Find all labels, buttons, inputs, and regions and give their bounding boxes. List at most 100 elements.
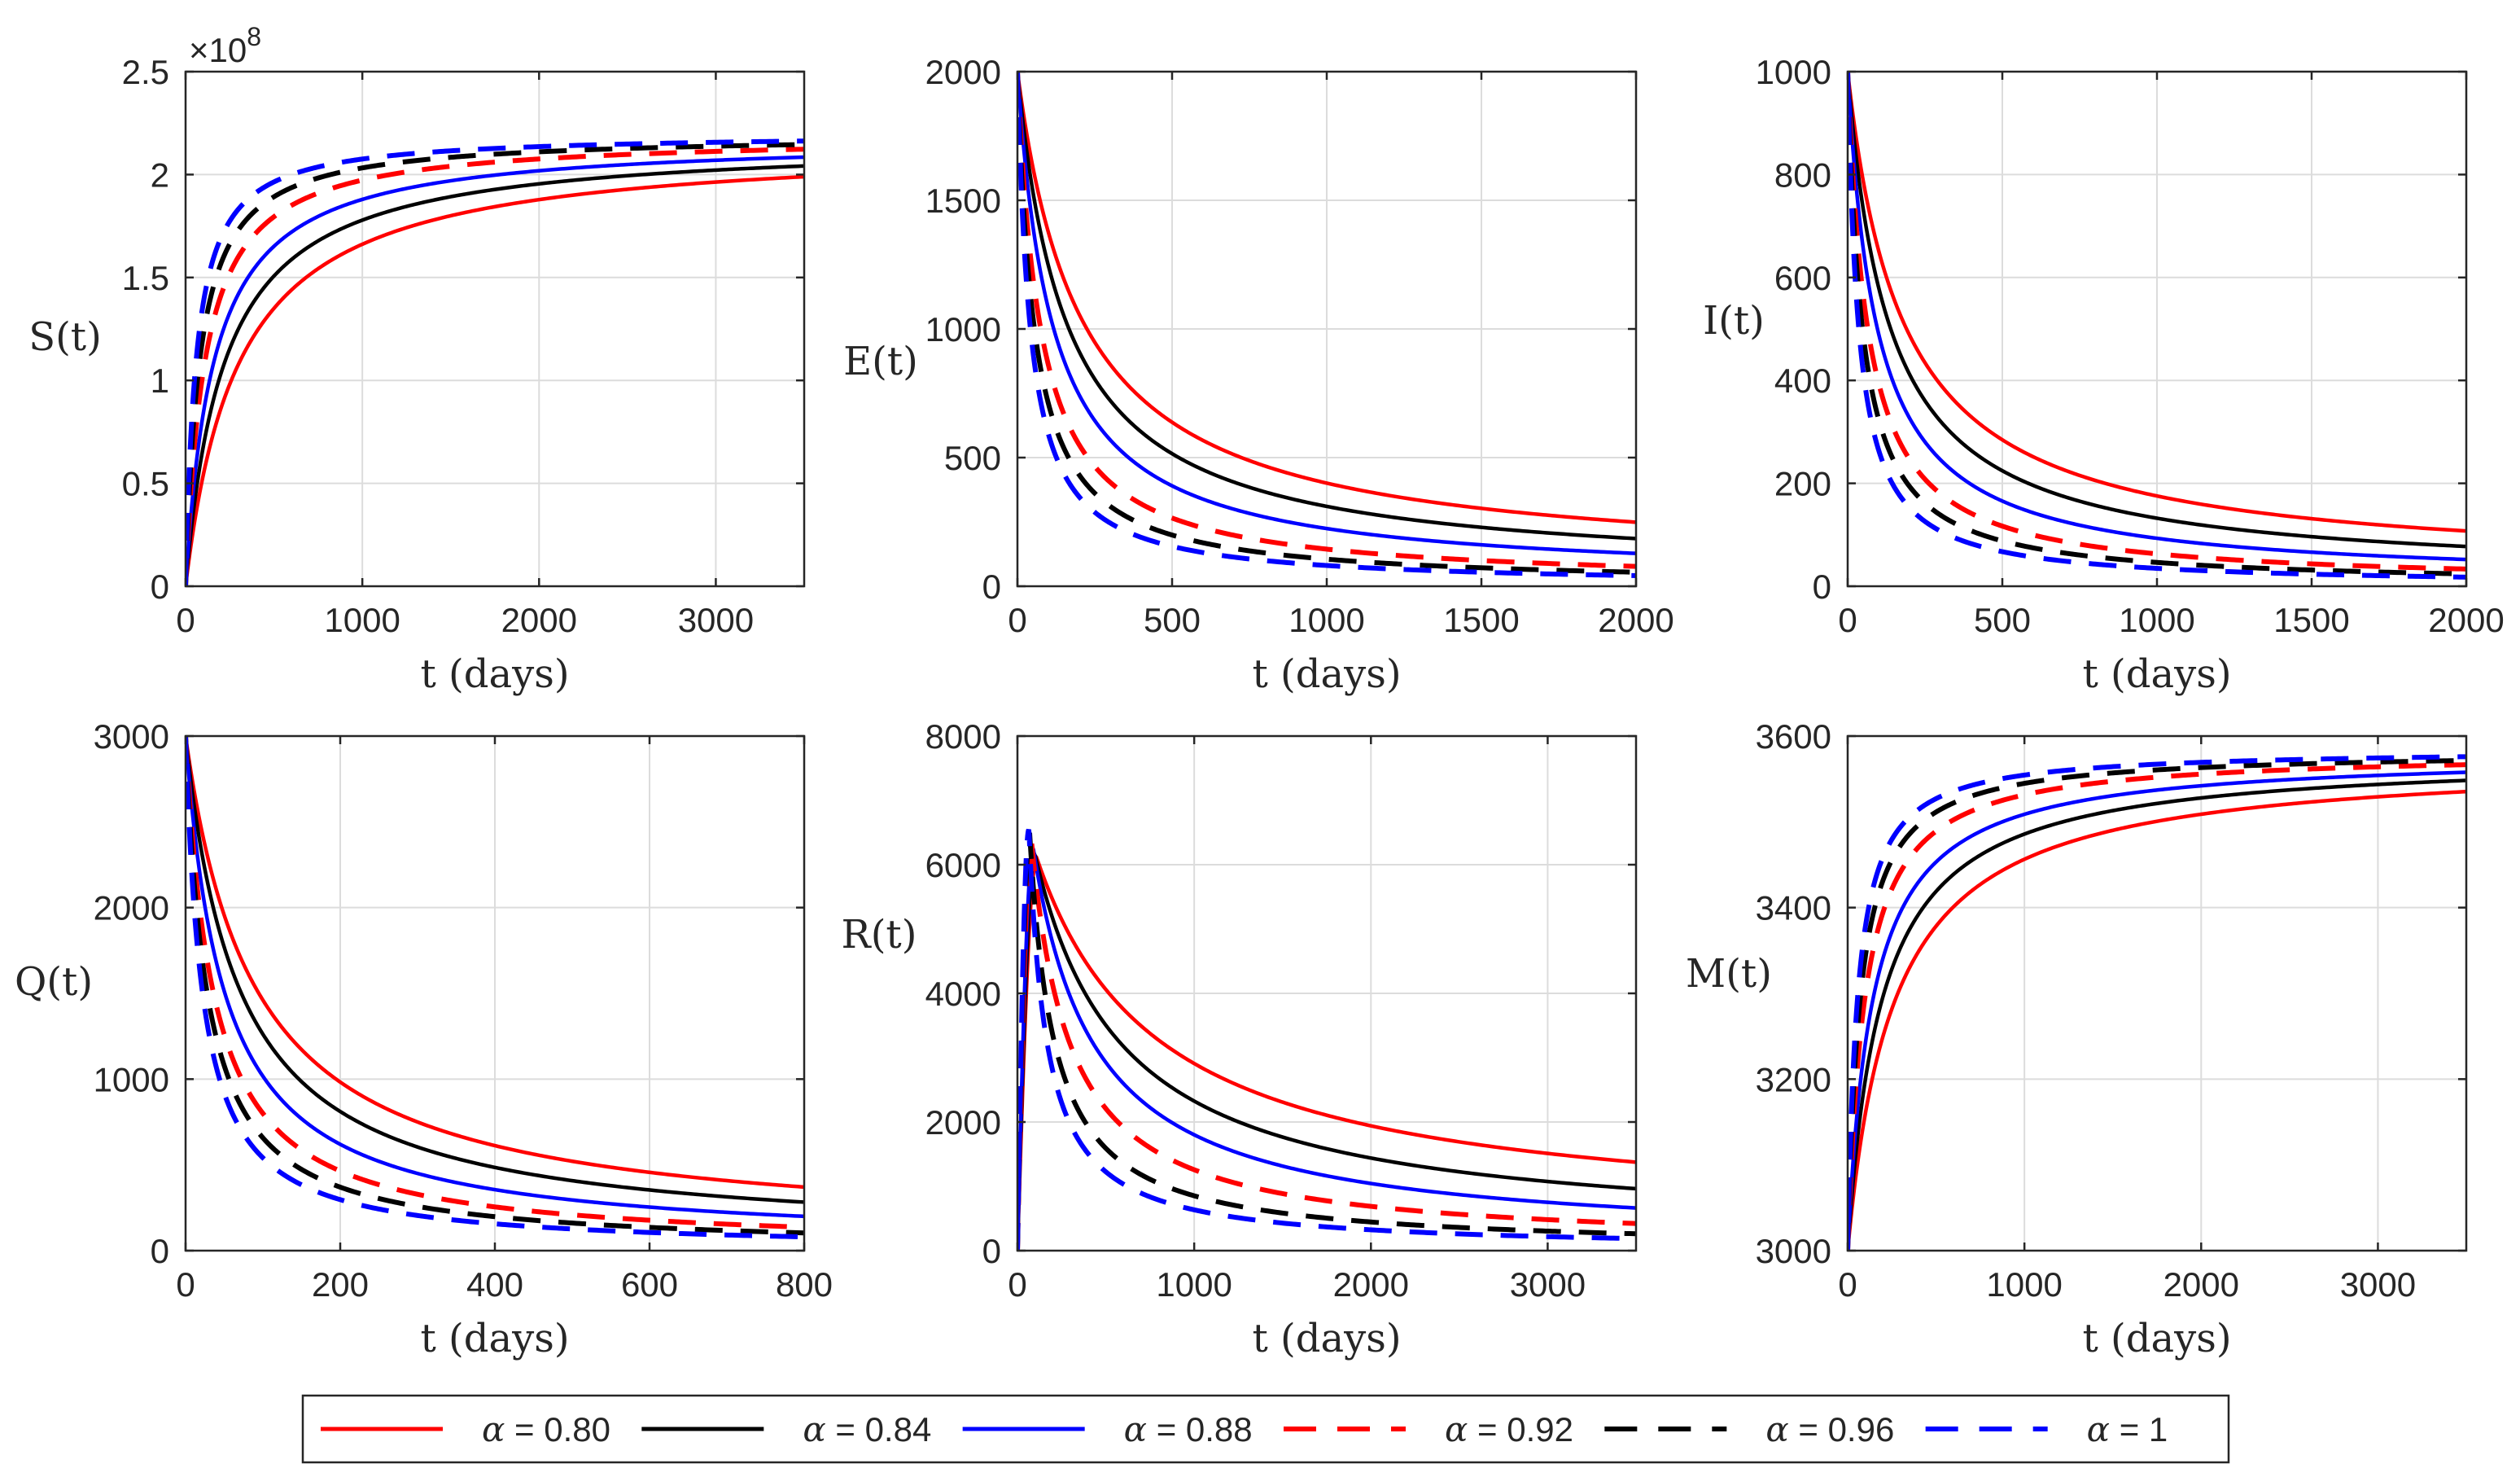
series-line-alpha-0.96	[1017, 72, 1636, 575]
y-tick-label: 2.5	[122, 53, 169, 91]
series-line-alpha-0.96	[186, 142, 804, 586]
x-tick-label: 1000	[1156, 1265, 1232, 1304]
y-tick-label: 4000	[925, 975, 1001, 1013]
y-tick-label: 1000	[94, 1060, 169, 1098]
series-line-alpha-0.92	[1017, 835, 1636, 1251]
series-line-alpha-1	[1017, 828, 1636, 1251]
series-line-alpha-0.96	[186, 736, 804, 1236]
y-tick-label: 0	[982, 568, 1001, 606]
legend-label: α = 1	[2087, 1409, 2168, 1449]
series-line-alpha-0.88	[1848, 770, 2466, 1251]
legend-label: α = 0.80	[482, 1409, 610, 1449]
series-line-alpha-1	[1017, 72, 1636, 578]
series-line-alpha-0.88	[186, 736, 804, 1219]
x-tick-label: 0	[1008, 601, 1026, 639]
series-line-alpha-0.96	[1848, 72, 2466, 576]
series-line-alpha-0.84	[186, 736, 804, 1204]
x-tick-label: 2000	[2163, 1265, 2239, 1304]
x-axis-label: t (days)	[2082, 651, 2231, 697]
legend-label: α = 0.84	[803, 1409, 931, 1449]
y-axis-label: Q(t)	[15, 959, 93, 1005]
y-tick-label: 2	[151, 156, 169, 194]
x-tick-label: 500	[1144, 601, 1201, 639]
x-tick-label: 0	[1838, 1265, 1857, 1304]
legend-item-alpha-0.96: α = 0.96	[1604, 1409, 1894, 1449]
y-tick-label: 500	[944, 439, 1001, 477]
y-tick-label: 0	[982, 1232, 1001, 1270]
series-line-alpha-1	[186, 138, 804, 586]
legend-item-alpha-0.88: α = 0.88	[962, 1409, 1253, 1449]
subplot-I: 0 500 1000 1500 2000 0 200 400 600 800 1000 t (days…	[1703, 53, 2505, 697]
series-line-alpha-0.88	[1017, 72, 1636, 555]
y-tick-label: 600	[1774, 259, 1831, 297]
x-tick-label: 400	[466, 1265, 523, 1304]
series-line-alpha-0.84	[1848, 778, 2466, 1251]
x-axis-label: t (days)	[2082, 1316, 2231, 1361]
legend-item-alpha-0.80: α = 0.80	[321, 1409, 610, 1449]
y-tick-label: 2000	[925, 1103, 1001, 1142]
x-tick-label: 2000	[501, 601, 577, 639]
legend: α = 0.80 α = 0.84 α = 0.88 α = 0.92 α = 0.96…	[301, 1394, 2230, 1464]
series-line-alpha-0.80	[186, 174, 804, 586]
y-tick-label: 3400	[1756, 889, 1831, 927]
legend-item-alpha-0.84: α = 0.84	[641, 1409, 931, 1449]
x-axis-label: t (days)	[1252, 1316, 1401, 1361]
y-tick-label: 800	[1774, 156, 1831, 194]
series-line-alpha-0.84	[1848, 72, 2466, 549]
y-tick-label: 3000	[94, 717, 169, 756]
plot-area	[1848, 736, 2466, 1251]
legend-item-alpha-1: α = 1	[1925, 1409, 2168, 1449]
x-axis-label: t (days)	[420, 1316, 569, 1361]
x-tick-label: 0	[176, 601, 195, 639]
x-tick-label: 0	[176, 1265, 195, 1304]
legend-label: α = 0.88	[1124, 1409, 1253, 1449]
x-tick-label: 2000	[1333, 1265, 1409, 1304]
x-tick-label: 2000	[1598, 601, 1673, 639]
x-axis-label: t (days)	[420, 651, 569, 697]
subplot-E: 0 500 1000 1500 2000 0 500 1000 1500 2000 t (days)…	[843, 53, 1674, 697]
x-tick-label: 3000	[1510, 1265, 1586, 1304]
x-tick-label: 1500	[2273, 601, 2349, 639]
y-axis-label: I(t)	[1703, 298, 1765, 344]
y-tick-label: 8000	[925, 717, 1001, 756]
y-tick-label: 0	[151, 1232, 169, 1270]
y-axis-label: S(t)	[28, 314, 102, 360]
y-tick-label: 3200	[1756, 1060, 1831, 1098]
x-tick-label: 3000	[678, 601, 754, 639]
x-tick-label: 0	[1008, 1265, 1026, 1304]
y-tick-label: 3600	[1756, 717, 1831, 756]
x-tick-label: 3000	[2340, 1265, 2416, 1304]
x-tick-label: 800	[776, 1265, 833, 1304]
x-tick-label: 1500	[1443, 601, 1519, 639]
y-axis-label: R(t)	[842, 912, 917, 958]
x-tick-label: 2000	[2428, 601, 2504, 639]
series-line-alpha-0.84	[1017, 72, 1636, 541]
series-line-alpha-0.80	[1017, 72, 1636, 524]
y-axis-label: E(t)	[843, 339, 918, 384]
y-tick-label: 1	[151, 362, 169, 400]
y-tick-label: 1.5	[122, 259, 169, 297]
y-axis-label: M(t)	[1686, 951, 1772, 997]
series-line-alpha-0.92	[1848, 72, 2466, 572]
legend-label: α = 0.96	[1765, 1409, 1894, 1449]
y-tick-label: 1000	[1756, 53, 1831, 91]
series-line-alpha-1	[186, 736, 804, 1240]
series-line-alpha-0.80	[1848, 789, 2466, 1251]
y-tick-label: 2000	[925, 53, 1001, 91]
y-tick-label: 200	[1774, 465, 1831, 503]
axes-box	[184, 70, 806, 588]
y-tick-label: 1500	[925, 182, 1001, 220]
legend-label: α = 0.92	[1445, 1409, 1573, 1449]
series-line-alpha-0.88	[186, 155, 804, 586]
x-axis-label: t (days)	[1252, 651, 1401, 697]
subplot-Q: 0 200 400 600 800 0 1000 2000 3000 t (days) Q(t)	[15, 717, 833, 1361]
x-tick-label: 200	[312, 1265, 369, 1304]
legend-box	[301, 1394, 2230, 1464]
x-tick-label: 1000	[2119, 601, 2194, 639]
series-line-alpha-1	[1848, 754, 2466, 1251]
series-line-alpha-0.96	[1848, 757, 2466, 1251]
series-line-alpha-0.92	[186, 736, 804, 1230]
y-tick-label: 400	[1774, 362, 1831, 400]
